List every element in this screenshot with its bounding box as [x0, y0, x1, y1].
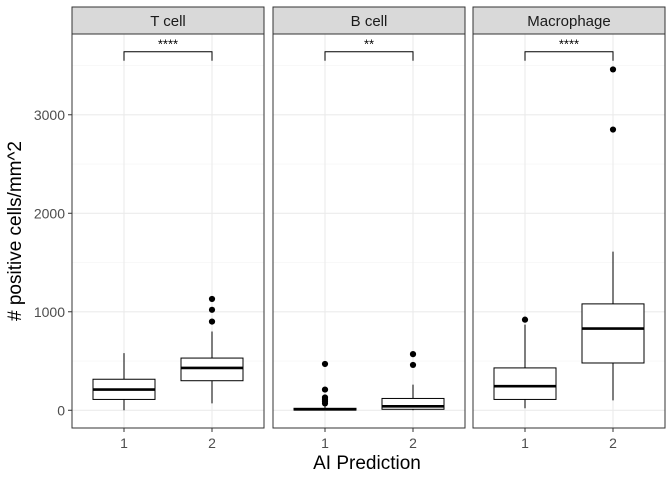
facet-panel-macrophage: Macrophage **** — [472, 6, 666, 429]
box-iqr — [180, 357, 244, 382]
panel-border — [272, 33, 466, 429]
facet-strip — [272, 6, 466, 35]
significance-bracket — [524, 51, 614, 61]
box-category-1 — [92, 353, 156, 411]
facet-strip-label: B cell — [351, 13, 388, 30]
facet-strip-label: Macrophage — [527, 13, 610, 30]
facet-strip-label: T cell — [150, 13, 186, 30]
outlier-point — [409, 361, 417, 369]
box-iqr — [581, 303, 645, 364]
x-tick-label: 1 — [321, 435, 329, 451]
significance-label: **** — [559, 37, 579, 52]
box-category-2 — [581, 66, 645, 401]
facet-panel-b-cell: B cell ** — [272, 6, 466, 429]
box-category-1 — [493, 316, 557, 409]
outlier-point — [609, 126, 617, 133]
facet-strip — [71, 6, 265, 35]
x-tick-label: 1 — [120, 435, 128, 451]
outlier-point — [321, 394, 329, 401]
y-axis: 0 1000 2000 3000 — [34, 107, 72, 418]
facet-strip — [472, 6, 666, 35]
panel-border — [472, 33, 666, 429]
significance-label: ** — [364, 37, 374, 52]
outlier-point — [208, 295, 216, 303]
x-axis: 1 2 1 2 1 2 — [120, 428, 617, 451]
facet-panels: T cell **** B cell ** Macrophage **** — [71, 6, 666, 429]
x-axis-title: AI Prediction — [313, 453, 421, 474]
x-tick-label: 1 — [521, 435, 529, 451]
box-category-1 — [293, 360, 357, 411]
box-category-2 — [180, 295, 244, 404]
outlier-point — [609, 66, 617, 73]
y-tick-label: 0 — [57, 402, 65, 418]
outlier-point — [321, 386, 329, 393]
panel-background — [273, 34, 465, 428]
y-tick-label: 1000 — [34, 304, 65, 320]
box-iqr — [381, 397, 445, 410]
outlier-point — [521, 316, 529, 323]
box-category-2 — [381, 351, 445, 411]
outlier-point — [208, 306, 216, 313]
box-iqr — [493, 367, 557, 400]
facet-panel-t-cell: T cell **** — [71, 6, 265, 429]
outlier-point — [321, 360, 329, 368]
x-tick-label: 2 — [609, 435, 617, 451]
outlier-point — [208, 318, 216, 325]
y-tick-label: 3000 — [34, 107, 65, 123]
outlier-point — [409, 351, 417, 358]
panel-border — [71, 33, 265, 429]
significance-bracket — [324, 51, 414, 61]
y-axis-title: # positive cells/mm^2 — [5, 141, 26, 321]
x-tick-label: 2 — [409, 435, 417, 451]
significance-label: **** — [158, 37, 178, 52]
significance-bracket — [123, 51, 213, 61]
x-tick-label: 2 — [208, 435, 216, 451]
y-tick-label: 2000 — [34, 205, 65, 221]
